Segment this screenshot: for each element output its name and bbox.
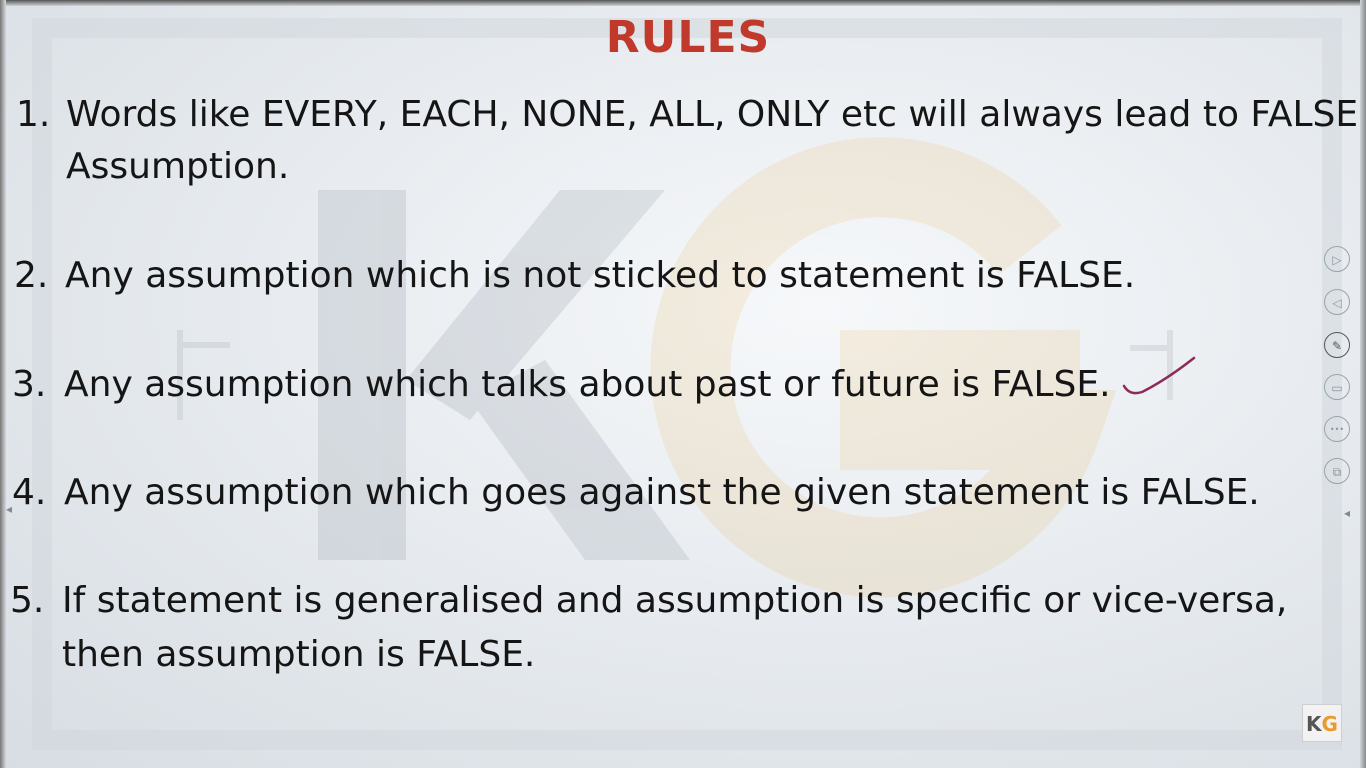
screen-icon[interactable]: ⧉ [1324, 458, 1350, 484]
rule-text-line: Any assumption which is not sticked to s… [65, 255, 1136, 296]
slide-title: RULES [605, 12, 771, 63]
left-edge-arrow-icon[interactable]: ◂ [6, 502, 13, 516]
rule-text-line: Any assumption which talks about past or… [64, 364, 1111, 405]
play-icon[interactable]: ▷ [1324, 246, 1350, 272]
rule-text-line: Any assumption which goes against the gi… [64, 472, 1260, 513]
back-icon[interactable]: ◁ [1324, 289, 1350, 315]
logo-letter-g: G [1321, 712, 1338, 736]
rule-1: 1. Words like EVERY, EACH, NONE, ALL, ON… [16, 88, 1366, 198]
rule-text-line: If statement is generalised and assumpti… [62, 580, 1288, 621]
rule-text-line: Words like EVERY, EACH, NONE, ALL, ONLY … [66, 94, 1359, 135]
rule-text-line: then assumption is FALSE. [62, 634, 536, 675]
pen-icon[interactable]: ✎ [1324, 332, 1350, 358]
rule-3: 3. Any assumption which talks about past… [12, 358, 1312, 414]
rule-number: 3. [12, 364, 47, 405]
rule-number: 2. [14, 255, 49, 296]
logo-letter-k: K [1306, 712, 1322, 736]
rule-number: 5. [10, 580, 45, 621]
screen-bezel-left [0, 0, 6, 768]
more-icon[interactable]: ••• [1324, 416, 1350, 442]
rule-text-line: Assumption. [66, 146, 290, 187]
checkmark-annotation [1122, 356, 1196, 395]
kg-logo: KG [1302, 704, 1342, 742]
rule-4: 4. Any assumption which goes against the… [12, 466, 1312, 522]
whiteboard-icon[interactable]: ▭ [1324, 374, 1350, 400]
screen-bezel-right [1360, 0, 1366, 768]
screen-bezel-top [0, 0, 1366, 6]
rule-number: 1. [16, 94, 51, 135]
right-edge-arrow-icon[interactable]: ◂ [1344, 506, 1351, 520]
rule-5: 5. If statement is generalised and assum… [10, 574, 1320, 684]
rule-number: 4. [12, 472, 47, 513]
rule-2: 2. Any assumption which is not sticked t… [14, 249, 1314, 305]
